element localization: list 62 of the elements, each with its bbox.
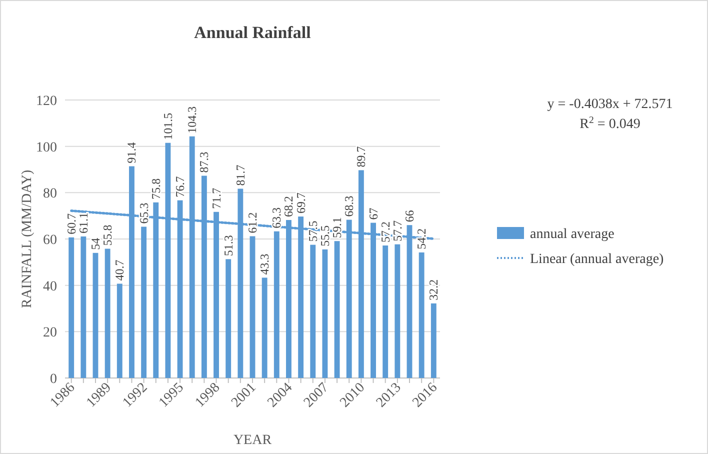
data-label: 57.7 (390, 220, 404, 242)
data-label: 63.3 (270, 207, 284, 228)
data-label: 75.8 (148, 178, 163, 200)
text: R$^{2}$ = 0.049 (580, 114, 640, 132)
bar (226, 259, 232, 378)
bar (116, 284, 122, 378)
data-label: 76.7 (173, 176, 188, 198)
text: y = -0.4038x + 72.571 (547, 97, 673, 112)
bar (262, 278, 268, 378)
data-label: 40.7 (112, 260, 127, 281)
chart-title: Annual Rainfall (194, 23, 312, 42)
bar (68, 237, 74, 378)
y-tick-label: 0 (50, 372, 57, 387)
data-label: 91.4 (124, 142, 139, 164)
data-label: 69.7 (294, 192, 308, 214)
bar (104, 248, 110, 378)
bar (310, 244, 316, 378)
data-label: 54.2 (414, 228, 429, 250)
data-label: 61.2 (246, 212, 260, 234)
data-label: 66 (402, 210, 417, 222)
y-tick-label: 40 (43, 279, 57, 294)
data-label: 61.1 (76, 212, 90, 234)
legend-label: Linear (annual average) (530, 252, 664, 267)
bar (250, 236, 256, 378)
data-label: 32.2 (426, 279, 441, 300)
bar (80, 236, 86, 378)
data-label: 60.7 (64, 213, 78, 234)
data-label: 55.5 (318, 225, 332, 246)
data-label: 57.5 (306, 220, 320, 242)
bar (382, 245, 388, 378)
bar (322, 249, 328, 378)
legend-label: annual average (530, 227, 614, 242)
y-tick-label: 60 (43, 233, 57, 248)
data-label: 65.3 (136, 202, 151, 224)
data-label: 57.2 (378, 221, 392, 242)
data-label: 87.3 (197, 152, 212, 173)
y-axis-title: RAINFALL (MM/DAY) (20, 170, 35, 308)
bar (418, 252, 424, 378)
data-label: 68.2 (282, 196, 296, 218)
data-label: 81.7 (233, 164, 248, 186)
data-label: 68.3 (342, 196, 356, 217)
data-label: 55.8 (100, 224, 115, 246)
bar (274, 231, 280, 378)
x-axis-title: YEAR (233, 433, 272, 448)
data-label: 51.3 (221, 235, 236, 256)
y-tick-label: 20 (43, 326, 57, 341)
data-label: 54 (88, 238, 102, 250)
bar (334, 241, 340, 378)
data-label: 43.3 (258, 254, 272, 275)
bar (430, 303, 436, 378)
data-label: 67 (366, 208, 380, 220)
data-label: 59.1 (330, 217, 344, 238)
y-tick-label: 80 (43, 186, 57, 202)
data-label: 89.7 (354, 146, 368, 168)
bar (141, 226, 147, 378)
data-label: 104.3 (185, 106, 200, 134)
data-label: 101.5 (160, 112, 175, 140)
y-tick-label: 100 (36, 140, 57, 156)
data-label: 71.7 (209, 188, 224, 209)
bar (92, 252, 98, 378)
bar (394, 244, 400, 378)
y-tick-label: 120 (36, 94, 57, 109)
